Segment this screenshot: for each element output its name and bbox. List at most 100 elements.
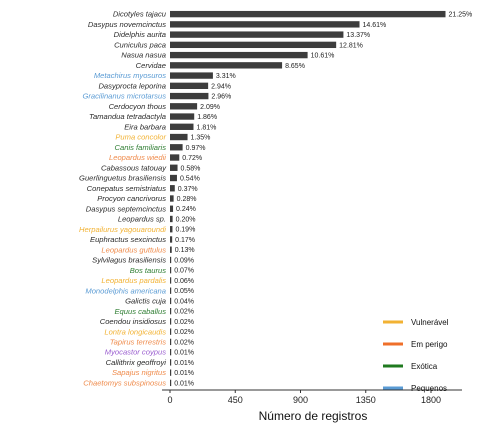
species-label: Canis familiaris <box>115 143 167 152</box>
bar <box>170 195 174 202</box>
bar <box>170 82 209 89</box>
bars <box>170 10 446 387</box>
species-label: Coendou insidiosus <box>100 317 166 326</box>
species-label: Dicotyles tajacu <box>113 10 167 19</box>
value-label: 0.02% <box>174 329 194 336</box>
value-label: 13.37% <box>346 32 370 39</box>
bar <box>170 328 172 335</box>
bar <box>170 287 172 294</box>
value-label: 14.61% <box>363 22 387 29</box>
value-label: 0.13% <box>175 247 195 254</box>
x-tick-label: 1350 <box>356 395 376 405</box>
species-label: Myocastor coypus <box>105 348 166 357</box>
bar <box>170 92 209 100</box>
bar <box>170 369 172 376</box>
value-label: 0.01% <box>174 350 194 357</box>
species-label: Guerlinguetus brasiliensis <box>79 174 166 183</box>
value-label: 0.01% <box>174 380 194 387</box>
value-label: 2.09% <box>200 104 220 111</box>
species-label: Cervidae <box>136 61 166 70</box>
species-label: Sylvilagus brasiliensis <box>92 256 166 265</box>
x-tick-label: 0 <box>167 395 172 405</box>
species-label: Tapirus terrestris <box>110 338 166 347</box>
species-label: Puma concolor <box>115 133 166 142</box>
value-label: 0.24% <box>176 206 196 213</box>
value-label: 0.20% <box>176 216 196 223</box>
species-label: Euphractus sexcinctus <box>90 235 166 244</box>
bar <box>170 246 172 253</box>
bar <box>170 226 173 233</box>
species-label: Cabassous tatouay <box>101 163 167 172</box>
species-label: Cuniculus paca <box>114 40 166 49</box>
species-label: Metachirus myosuros <box>94 71 166 80</box>
value-label: 21.25% <box>449 12 473 19</box>
species-label: Didelphis aurita <box>114 30 166 39</box>
value-label: 0.28% <box>177 196 197 203</box>
species-label: Herpailurus yagouaroundi <box>79 225 166 234</box>
bar <box>170 348 172 356</box>
value-labels: 21.25% 14.61% 13.37% 12.81% 10.61% 8.65% 3.31%… <box>174 12 472 388</box>
bar <box>170 185 175 192</box>
bar <box>170 31 344 38</box>
species-label: Dasyprocta leporina <box>98 81 166 90</box>
bar <box>170 174 177 182</box>
bar <box>170 103 198 110</box>
x-axis: 0 450 900 1350 1800 <box>162 389 462 405</box>
species-label: Leopardus pardalis <box>101 276 166 285</box>
value-label: 0.02% <box>174 339 194 346</box>
value-label: 0.72% <box>182 155 202 162</box>
bar <box>170 205 174 212</box>
bar <box>170 308 172 315</box>
species-label: Galictis cuja <box>125 297 166 306</box>
species-label: Lontra longicaudis <box>104 327 166 336</box>
legend: Vulnerável Em perigo Exótica Pequenos <box>383 318 449 393</box>
bar <box>170 379 172 387</box>
value-label: 0.54% <box>180 176 200 183</box>
value-label: 0.05% <box>174 288 194 295</box>
species-label: Leopardus guttulus <box>101 245 166 254</box>
value-label: 0.01% <box>174 360 194 367</box>
species-label: Tamandua tetradactyla <box>89 112 166 121</box>
value-label: 0.97% <box>186 145 206 152</box>
species-label: Conepatus semistriatus <box>87 184 167 193</box>
bar <box>170 277 172 284</box>
x-tick-label: 1800 <box>421 395 441 405</box>
value-label: 3.31% <box>216 73 236 80</box>
species-label: Procyon cancrivorus <box>97 194 166 203</box>
bar <box>170 21 360 28</box>
x-tick-label: 900 <box>293 395 308 405</box>
bar <box>170 123 194 130</box>
species-label: Chaetomys subspinosus <box>83 378 166 387</box>
bar <box>170 10 446 18</box>
bar <box>170 72 213 79</box>
value-label: 1.81% <box>196 124 216 131</box>
value-label: 1.86% <box>197 114 217 121</box>
value-label: 2.96% <box>211 94 231 101</box>
bar <box>170 164 178 171</box>
species-label: Sapajus nigritus <box>112 368 166 377</box>
legend-label: Pequenos <box>411 384 447 393</box>
species-label: Nasua nasua <box>121 51 166 60</box>
species-label: Equus caballus <box>114 307 166 316</box>
species-label: Gracilinanus microtarsus <box>82 92 166 101</box>
value-label: 0.02% <box>174 319 194 326</box>
value-label: 0.19% <box>175 227 195 234</box>
bar <box>170 338 172 346</box>
species-label: Bos taurus <box>130 266 167 275</box>
value-label: 0.01% <box>174 370 194 377</box>
species-label: Dasypus novemcinctus <box>88 20 166 29</box>
value-label: 0.06% <box>174 278 194 285</box>
legend-label: Exótica <box>411 362 438 371</box>
bar <box>170 154 180 161</box>
bar <box>170 297 172 305</box>
bar <box>170 144 183 151</box>
value-label: 1.35% <box>191 135 211 142</box>
value-label: 0.17% <box>175 237 195 244</box>
bar <box>170 215 173 223</box>
bar <box>170 318 172 325</box>
bar <box>170 113 195 120</box>
value-label: 0.37% <box>178 186 198 193</box>
bar <box>170 62 283 69</box>
